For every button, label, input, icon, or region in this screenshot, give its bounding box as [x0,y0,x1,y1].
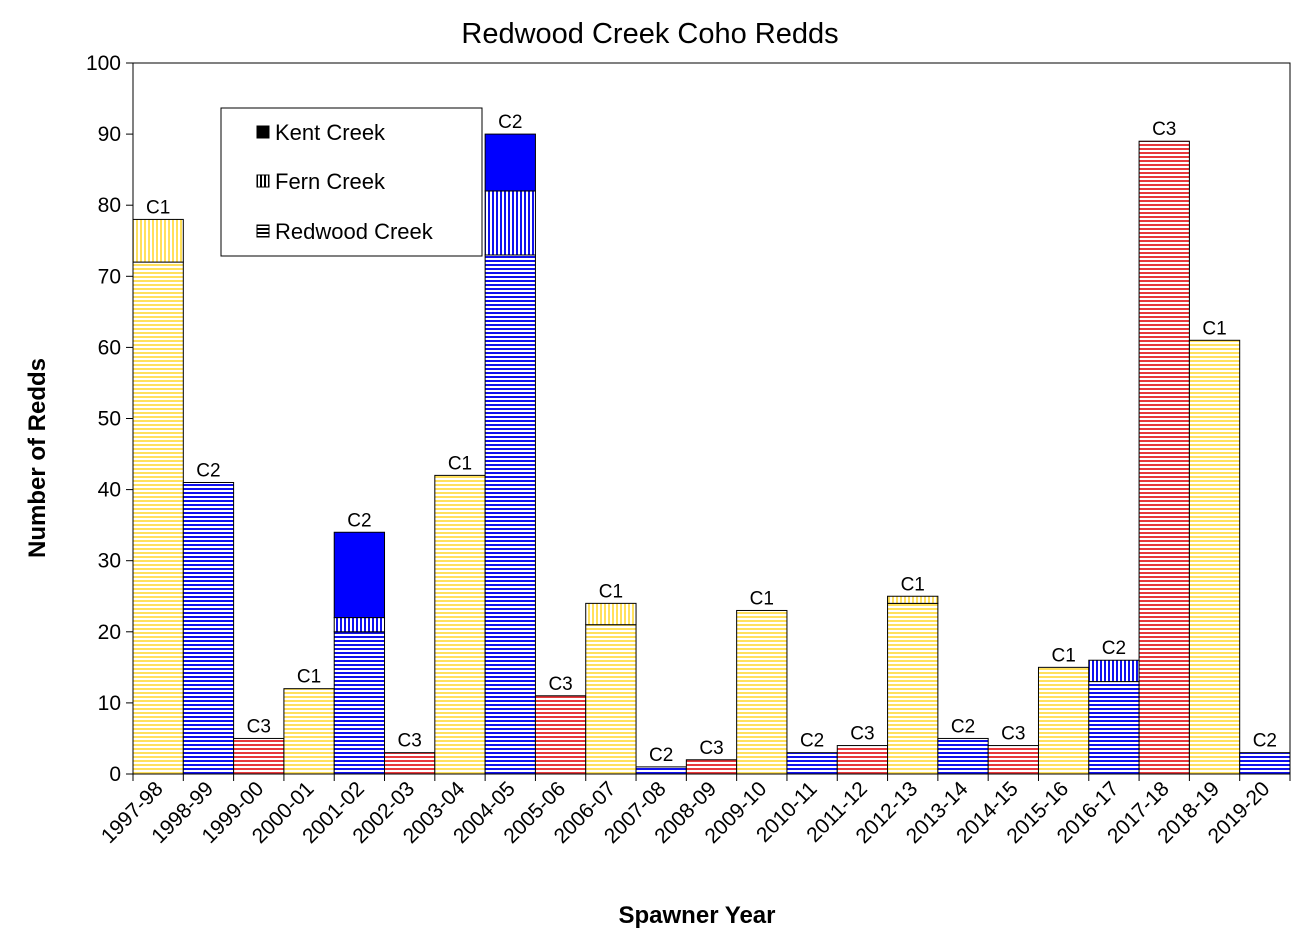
bar-redwood-creek-2004-05 [484,254,536,775]
cohort-label: C3 [398,731,422,752]
bar-redwood-creek-2015-16 [1037,666,1090,775]
bar-redwood-creek-2000-01 [283,688,335,775]
legend-label-kent-creek: Kent Creek [275,120,386,145]
cohort-label: C1 [599,581,623,602]
bar-redwood-creek-2010-11 [786,752,838,775]
legend-label-fern-creek: Fern Creek [275,169,386,194]
cohort-label: C2 [800,731,824,752]
cohort-label: C3 [699,738,723,759]
y-axis-title: Number of Redds [24,358,51,558]
y-tick-label: 20 [98,621,121,644]
bar-redwood-creek-2001-02 [333,631,386,775]
cohort-label: C1 [901,574,925,595]
y-tick-label: 80 [98,194,121,217]
cohort-label: C3 [548,674,572,695]
bar-redwood-creek-2012-13 [887,602,939,775]
cohort-label: C2 [951,716,975,737]
cohort-label: C3 [1001,724,1025,745]
bar-redwood-creek-1997-98 [132,261,184,775]
y-tick-label: 50 [98,408,121,431]
cohort-label: C2 [196,460,220,481]
bar-redwood-creek-2005-06 [534,695,587,775]
cohort-label: C1 [297,667,321,688]
bar-redwood-creek-2008-09 [685,759,738,775]
y-tick-label: 40 [98,479,121,502]
legend-label-redwood-creek: Redwood Creek [275,219,434,244]
cohort-label: C3 [247,716,271,737]
bar-fern-creek-2004-05 [484,190,536,256]
y-tick-label: 60 [98,336,121,359]
legend-swatch-redwood-creek [256,224,270,238]
y-tick-label: 70 [98,265,121,288]
bar-redwood-creek-2007-08 [635,766,687,775]
legend-swatch-kent-creek [256,125,270,139]
bar-fern-creek-2012-13 [887,595,939,604]
legend: Kent Creek Fern Creek Redwood Creek [220,107,483,257]
legend-swatch-fern-creek [256,174,270,188]
cohort-label: C2 [1253,731,1277,752]
y-tick-label: 0 [109,763,121,786]
cohort-label: C2 [498,112,522,133]
cohort-label: C1 [750,588,774,609]
bar-fern-creek-2016-17 [1088,659,1140,683]
bar-redwood-creek-2018-19 [1188,339,1241,775]
bar-redwood-creek-2011-12 [836,745,889,775]
y-tick-label: 10 [98,692,121,715]
bar-fern-creek-2006-07 [585,602,637,626]
cohort-label: C3 [1152,119,1176,140]
bar-kent-creek-2004-05 [484,133,536,192]
bar-redwood-creek-2006-07 [585,624,637,775]
cohort-label: C3 [850,724,874,745]
cohort-label: C1 [448,453,472,474]
bar-fern-creek-1997-98 [132,218,184,263]
x-axis-title: Spawner Year [619,902,776,929]
bar-redwood-creek-2002-03 [384,752,436,775]
bar-redwood-creek-2017-18 [1138,140,1190,775]
y-tick-label: 90 [98,123,121,146]
bar-redwood-creek-1998-99 [182,481,235,775]
bar-redwood-creek-2019-20 [1239,752,1291,775]
cohort-label: C1 [1051,645,1075,666]
cohort-label: C1 [146,197,170,218]
bar-redwood-creek-2009-10 [736,609,788,775]
bar-redwood-creek-2014-15 [987,745,1039,775]
bar-redwood-creek-2016-17 [1088,681,1140,775]
chart-title: Redwood Creek Coho Redds [461,18,838,50]
bar-fern-creek-2001-02 [333,617,386,633]
y-tick-label: 100 [86,52,121,75]
bar-redwood-creek-2003-04 [434,474,486,775]
cohort-label: C2 [649,745,673,766]
cohort-label: C1 [1202,318,1226,339]
bar-redwood-creek-1999-00 [233,737,285,775]
bar-kent-creek-2001-02 [333,531,386,619]
y-tick-label: 30 [98,550,121,573]
cohort-label: C2 [347,510,371,531]
bar-redwood-creek-2013-14 [937,737,989,775]
cohort-label: C2 [1102,638,1126,659]
